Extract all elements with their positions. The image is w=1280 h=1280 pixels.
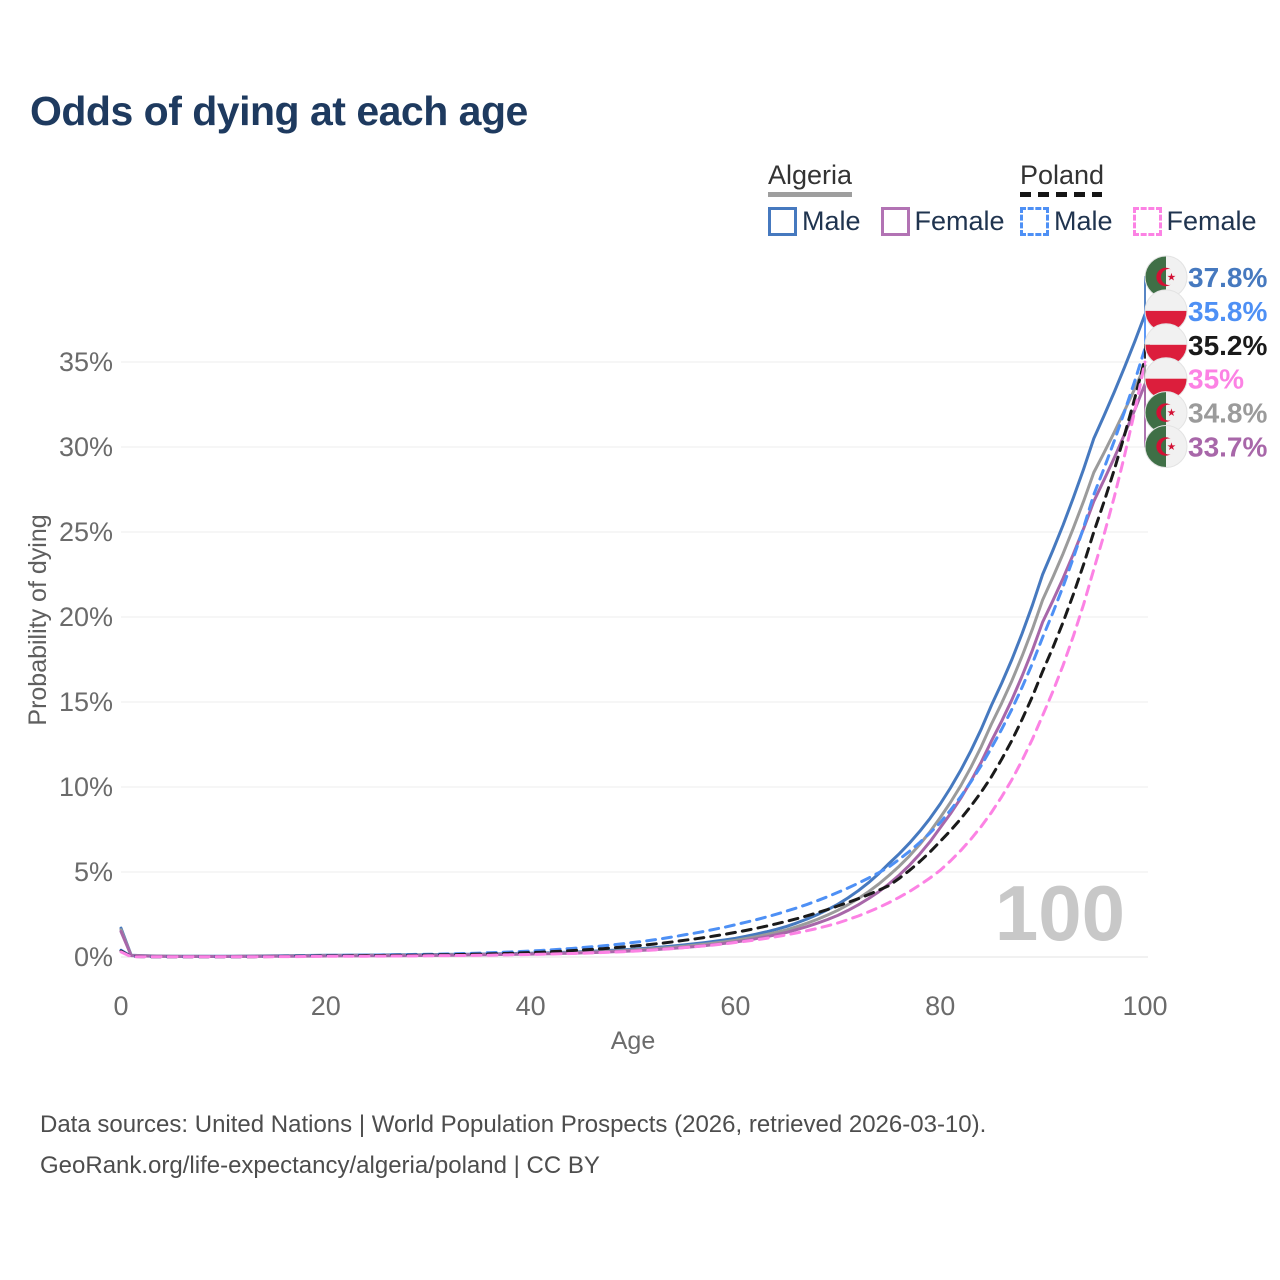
algeria-solid-line-sample <box>768 192 852 197</box>
legend-item-algeria-female[interactable]: Female <box>880 206 1005 237</box>
x-tick-label: 100 <box>1122 991 1167 1021</box>
end-value-label-poland-female: 35% <box>1188 364 1244 395</box>
y-tick-label: 15% <box>59 687 113 717</box>
poland-dashed-line-sample <box>1020 192 1102 197</box>
y-tick-label: 0% <box>74 942 113 972</box>
flag-green-half <box>1160 269 1166 285</box>
line-poland-male[interactable] <box>119 346 1147 959</box>
y-tick-label: 20% <box>59 602 113 632</box>
algeria-flag-icon: ★ <box>1145 256 1187 298</box>
footer-data-sources: Data sources: United Nations | World Pop… <box>40 1111 987 1138</box>
poland-male-swatch-icon <box>1020 207 1049 236</box>
flag-green-half <box>1145 425 1166 468</box>
x-tick-label: 0 <box>113 991 128 1021</box>
legend-item-poland-female[interactable]: Female <box>1132 206 1257 237</box>
flag-white-half <box>1145 357 1187 379</box>
crescent-cut <box>1160 438 1177 455</box>
legend-group-poland-title: Poland <box>1020 160 1105 190</box>
flag-white-half <box>1166 438 1177 455</box>
flag-outline <box>1144 425 1188 468</box>
legend: Algeria Male Female Poland Male <box>0 160 1280 250</box>
page-title: Odds of dying at each age <box>30 88 528 134</box>
flag-green-half <box>1145 256 1166 298</box>
flag-green-half <box>1145 391 1166 434</box>
algeria-flag-icon: ★ <box>1145 425 1187 468</box>
flag-star: ★ <box>1167 272 1177 284</box>
y-tick-label: 5% <box>74 857 113 887</box>
flag-green-half <box>1160 438 1166 455</box>
line-poland-both[interactable] <box>119 357 1147 959</box>
legend-group-poland: Poland Male Female <box>1020 160 1257 237</box>
x-tick-label: 20 <box>311 991 341 1021</box>
legend-group-algeria: Algeria Male Female <box>768 160 1005 237</box>
algeria-flag-icon: ★ <box>1145 391 1187 434</box>
plot-area[interactable] <box>121 270 1148 957</box>
y-tick-label: 35% <box>59 347 113 377</box>
crescent-cut <box>1160 404 1177 421</box>
flag-star: ★ <box>1167 407 1177 419</box>
flag-green-half <box>1160 404 1166 421</box>
flag-white-half <box>1166 269 1177 285</box>
crescent-cut <box>1160 269 1177 285</box>
y-tick-label: 30% <box>59 432 113 462</box>
end-value-label-algeria-male: 37.8% <box>1188 262 1267 293</box>
y-axis-title: Probability of dying <box>24 514 52 725</box>
end-value-label-algeria-female: 33.7% <box>1188 432 1267 463</box>
line-poland-female[interactable] <box>119 360 1147 959</box>
flag-white-half <box>1145 289 1187 311</box>
algeria-male-swatch-icon <box>768 207 797 236</box>
footer: Data sources: United Nations | World Pop… <box>40 1104 986 1186</box>
x-tick-label: 60 <box>720 991 750 1021</box>
end-value-label-algeria-both: 34.8% <box>1188 398 1267 429</box>
legend-item-poland-female-label: Female <box>1166 206 1257 236</box>
legend-item-algeria-female-label: Female <box>914 206 1005 236</box>
age-counter-watermark: 100 <box>995 869 1125 957</box>
x-tick-label: 80 <box>925 991 955 1021</box>
footer-attribution-link: GeoRank.org/life-expectancy/algeria/pola… <box>40 1152 600 1179</box>
poland-female-swatch-icon <box>1132 207 1162 236</box>
end-value-label-poland-male: 35.8% <box>1188 296 1267 327</box>
flag-white-half <box>1145 323 1187 345</box>
flag-white-half <box>1166 404 1177 421</box>
y-tick-label: 25% <box>59 517 113 547</box>
legend-item-poland-male-label: Male <box>1054 206 1113 236</box>
x-axis-title: Age <box>611 1027 655 1055</box>
x-tick-label: 40 <box>516 991 546 1021</box>
legend-item-algeria-male-label: Male <box>802 206 861 236</box>
legend-group-algeria-title: Algeria <box>768 160 853 190</box>
legend-item-poland-male[interactable]: Male <box>1020 206 1113 237</box>
legend-item-algeria-male[interactable]: Male <box>768 206 861 237</box>
algeria-female-swatch-icon <box>880 207 910 236</box>
y-tick-label: 10% <box>59 772 113 802</box>
flag-star: ★ <box>1167 441 1177 453</box>
end-value-label-poland-both: 35.2% <box>1188 330 1267 361</box>
mortality-line-chart[interactable]: 0% 5% 10% 15% 20% 25% 30% 35% 0 20 40 60 80 100 Age Pro… <box>0 0 1280 1080</box>
